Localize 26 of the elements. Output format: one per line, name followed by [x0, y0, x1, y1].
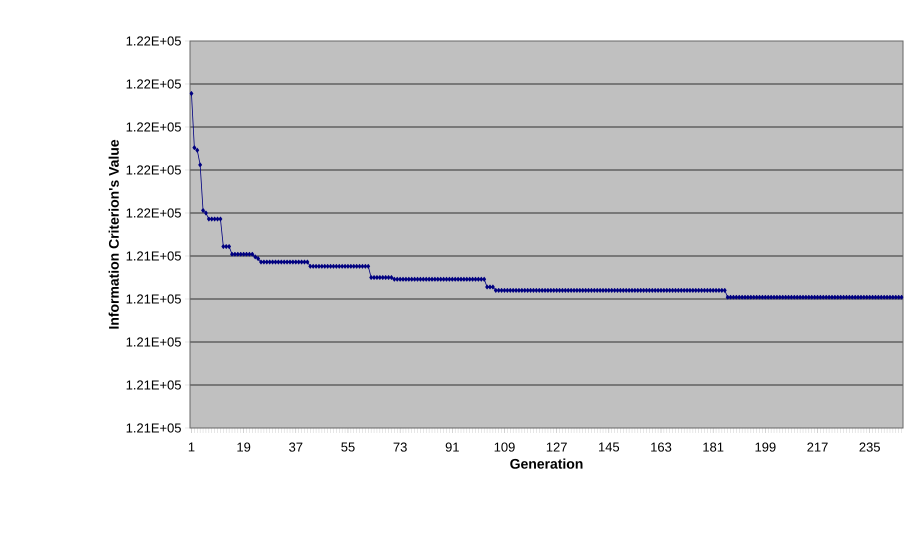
x-tick-label: 127 [546, 442, 567, 452]
y-tick-label: 1.21E+05 [126, 251, 181, 261]
x-tick-label: 199 [756, 442, 776, 452]
y-tick-label: 1.21E+05 [126, 337, 181, 347]
x-tick-label: 1 [188, 442, 194, 452]
x-tick-label: 55 [341, 442, 355, 452]
y-tick-label: 1.21E+05 [126, 423, 181, 433]
y-tick-label: 1.22E+05 [126, 122, 181, 132]
x-axis-title: Generation [510, 458, 582, 469]
x-tick-label: 91 [446, 442, 459, 452]
y-tick-label: 1.22E+05 [126, 36, 181, 46]
y-tick-label: 1.22E+05 [126, 165, 181, 175]
y-tick-label: 1.21E+05 [126, 380, 181, 390]
x-tick-label: 109 [494, 442, 515, 452]
x-tick-label: 73 [394, 442, 407, 452]
y-tick-label: 1.22E+05 [126, 79, 181, 89]
x-tick-label: 217 [807, 442, 828, 452]
x-tick-label: 181 [703, 442, 724, 452]
x-tick-label: 235 [860, 442, 880, 452]
x-tick-label: 19 [237, 442, 250, 452]
x-tick-label: 145 [599, 442, 620, 452]
x-tick-label: 37 [289, 442, 302, 452]
x-tick-label: 163 [651, 442, 672, 452]
y-tick-label: 1.22E+05 [126, 208, 181, 218]
y-tick-label: 1.21E+05 [126, 294, 181, 304]
y-axis-title: Information Criterion's Value [108, 140, 119, 329]
